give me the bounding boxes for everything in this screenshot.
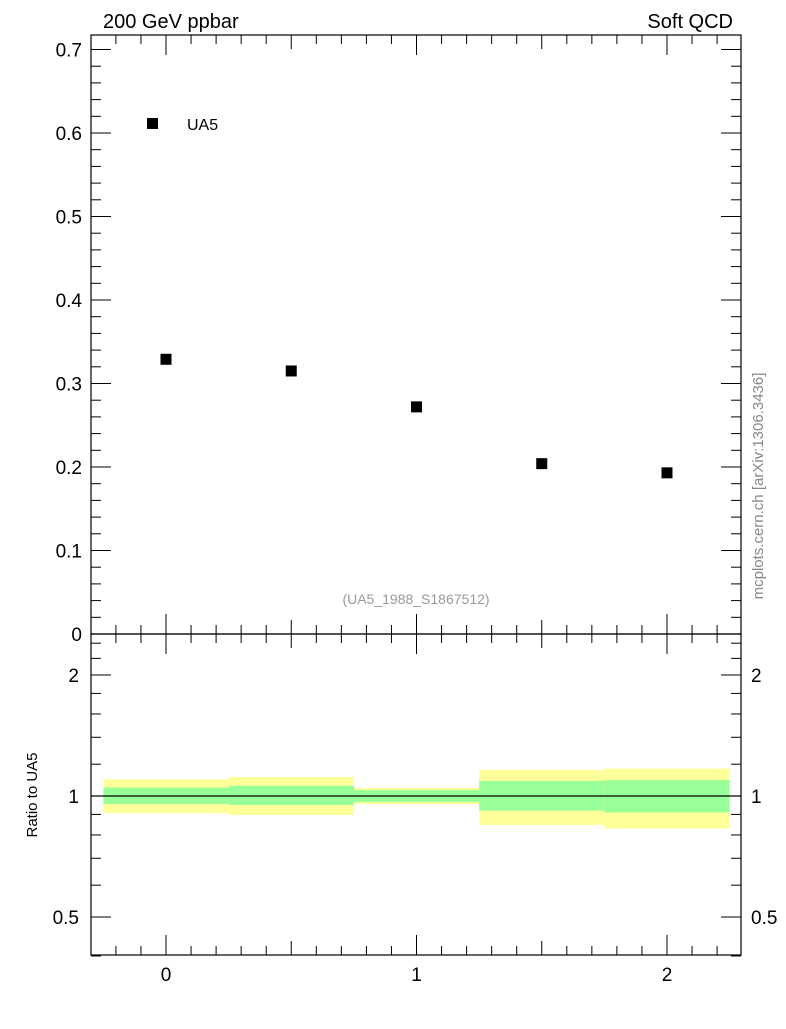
- ratio-y-tick-label-right: 0.5: [751, 908, 777, 929]
- ratio-y-tick-label: 2: [68, 666, 79, 687]
- ratio-y-tick-label-right: 2: [751, 666, 762, 687]
- data-point-ua5: [285, 365, 297, 377]
- ratio-y-tick-label: 0.5: [53, 908, 79, 929]
- x-tick-label: 2: [662, 965, 673, 986]
- title-right: Soft QCD: [647, 11, 733, 33]
- data-point-ua5: [536, 458, 548, 470]
- analysis-label: (UA5_1988_S1867512): [342, 591, 489, 607]
- data-point-ua5: [661, 467, 673, 479]
- legend-label-ua5: UA5: [187, 117, 218, 134]
- green-band-bin: [228, 785, 354, 805]
- title-left: 200 GeV ppbar: [103, 11, 239, 33]
- y-tick-label: 0.6: [56, 124, 82, 145]
- data-point-ua5: [160, 353, 172, 365]
- side-label: mcplots.cern.ch [arXiv:1306.3436]: [750, 373, 767, 600]
- y-tick-label: 0.5: [56, 208, 82, 229]
- x-tick-label: 1: [411, 965, 422, 986]
- y-tick-label: 0.2: [56, 458, 82, 479]
- ratio-y-tick-label: 1: [68, 787, 79, 808]
- y-tick-label: 0.7: [56, 41, 82, 62]
- y-tick-label: 0.1: [56, 542, 82, 563]
- ratio-y-tick-label-right: 1: [751, 787, 762, 808]
- y-tick-label: 0.3: [56, 375, 82, 396]
- y-tick-label: 0: [71, 625, 82, 646]
- legend-marker-ua5: [147, 118, 158, 129]
- y-tick-label: 0.4: [56, 291, 83, 312]
- data-point-ua5: [411, 401, 422, 413]
- x-tick-label: 0: [161, 965, 172, 986]
- ratio-ylabel: Ratio to UA5: [24, 752, 41, 837]
